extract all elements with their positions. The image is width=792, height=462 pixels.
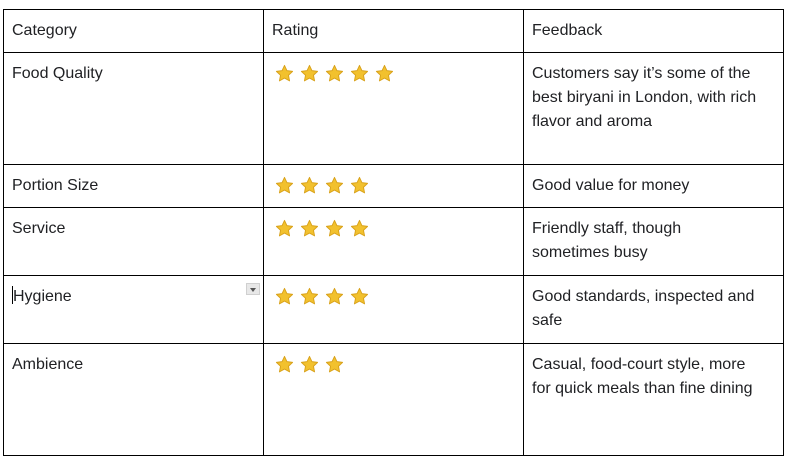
- star-icon: [350, 287, 369, 305]
- text-cursor: [12, 286, 13, 304]
- star-rating: [275, 217, 515, 238]
- star-icon: [275, 64, 294, 82]
- category-cell[interactable]: Ambience: [3, 343, 264, 456]
- star-icon: [350, 219, 369, 237]
- star-icon: [275, 287, 294, 305]
- star-icon: [325, 64, 344, 82]
- star-icon: [275, 219, 294, 237]
- star-icon: [325, 176, 344, 194]
- category-text: Hygiene: [13, 288, 72, 305]
- star-icon: [300, 219, 319, 237]
- table-row: Ambience Casual, food-court style, more …: [3, 343, 784, 456]
- star-icon: [350, 64, 369, 82]
- feedback-cell[interactable]: Casual, food-court style, more for quick…: [523, 343, 784, 456]
- category-cell[interactable]: Portion Size: [3, 164, 264, 208]
- header-category[interactable]: Category: [3, 9, 264, 53]
- ratings-table: Category Rating Feedback Food Quality Cu…: [3, 9, 784, 456]
- star-icon: [300, 64, 319, 82]
- star-icon: [325, 287, 344, 305]
- feedback-cell[interactable]: Customers say it’s some of the best biry…: [523, 52, 784, 165]
- star-icon: [375, 64, 394, 82]
- feedback-cell[interactable]: Good value for money: [523, 164, 784, 208]
- rating-cell[interactable]: [263, 343, 524, 456]
- table-row: Service Friendly staff, though sometimes…: [3, 207, 784, 276]
- header-rating[interactable]: Rating: [263, 9, 524, 53]
- star-rating: [275, 62, 515, 83]
- star-rating: [275, 285, 515, 306]
- header-feedback[interactable]: Feedback: [523, 9, 784, 53]
- rating-cell[interactable]: [263, 207, 524, 276]
- star-icon: [275, 176, 294, 194]
- star-icon: [325, 355, 344, 373]
- rating-cell[interactable]: [263, 52, 524, 165]
- category-cell[interactable]: Hygiene: [3, 275, 264, 344]
- star-icon: [300, 176, 319, 194]
- star-rating: [275, 174, 515, 195]
- header-row: Category Rating Feedback: [3, 9, 784, 53]
- dropdown-arrow-icon[interactable]: [246, 283, 260, 295]
- star-icon: [325, 219, 344, 237]
- star-rating: [275, 353, 515, 374]
- rating-cell[interactable]: [263, 164, 524, 208]
- table-row: Food Quality Customers say it’s some of …: [3, 52, 784, 165]
- star-icon: [300, 355, 319, 373]
- category-cell[interactable]: Food Quality: [3, 52, 264, 165]
- table-row: Hygiene Good standards, inspected and sa…: [3, 275, 784, 344]
- star-icon: [300, 287, 319, 305]
- feedback-cell[interactable]: Friendly staff, though sometimes busy: [523, 207, 784, 276]
- star-icon: [275, 355, 294, 373]
- star-icon: [350, 176, 369, 194]
- feedback-cell[interactable]: Good standards, inspected and safe: [523, 275, 784, 344]
- category-cell[interactable]: Service: [3, 207, 264, 276]
- rating-cell[interactable]: [263, 275, 524, 344]
- table-row: Portion Size Good value for money: [3, 164, 784, 208]
